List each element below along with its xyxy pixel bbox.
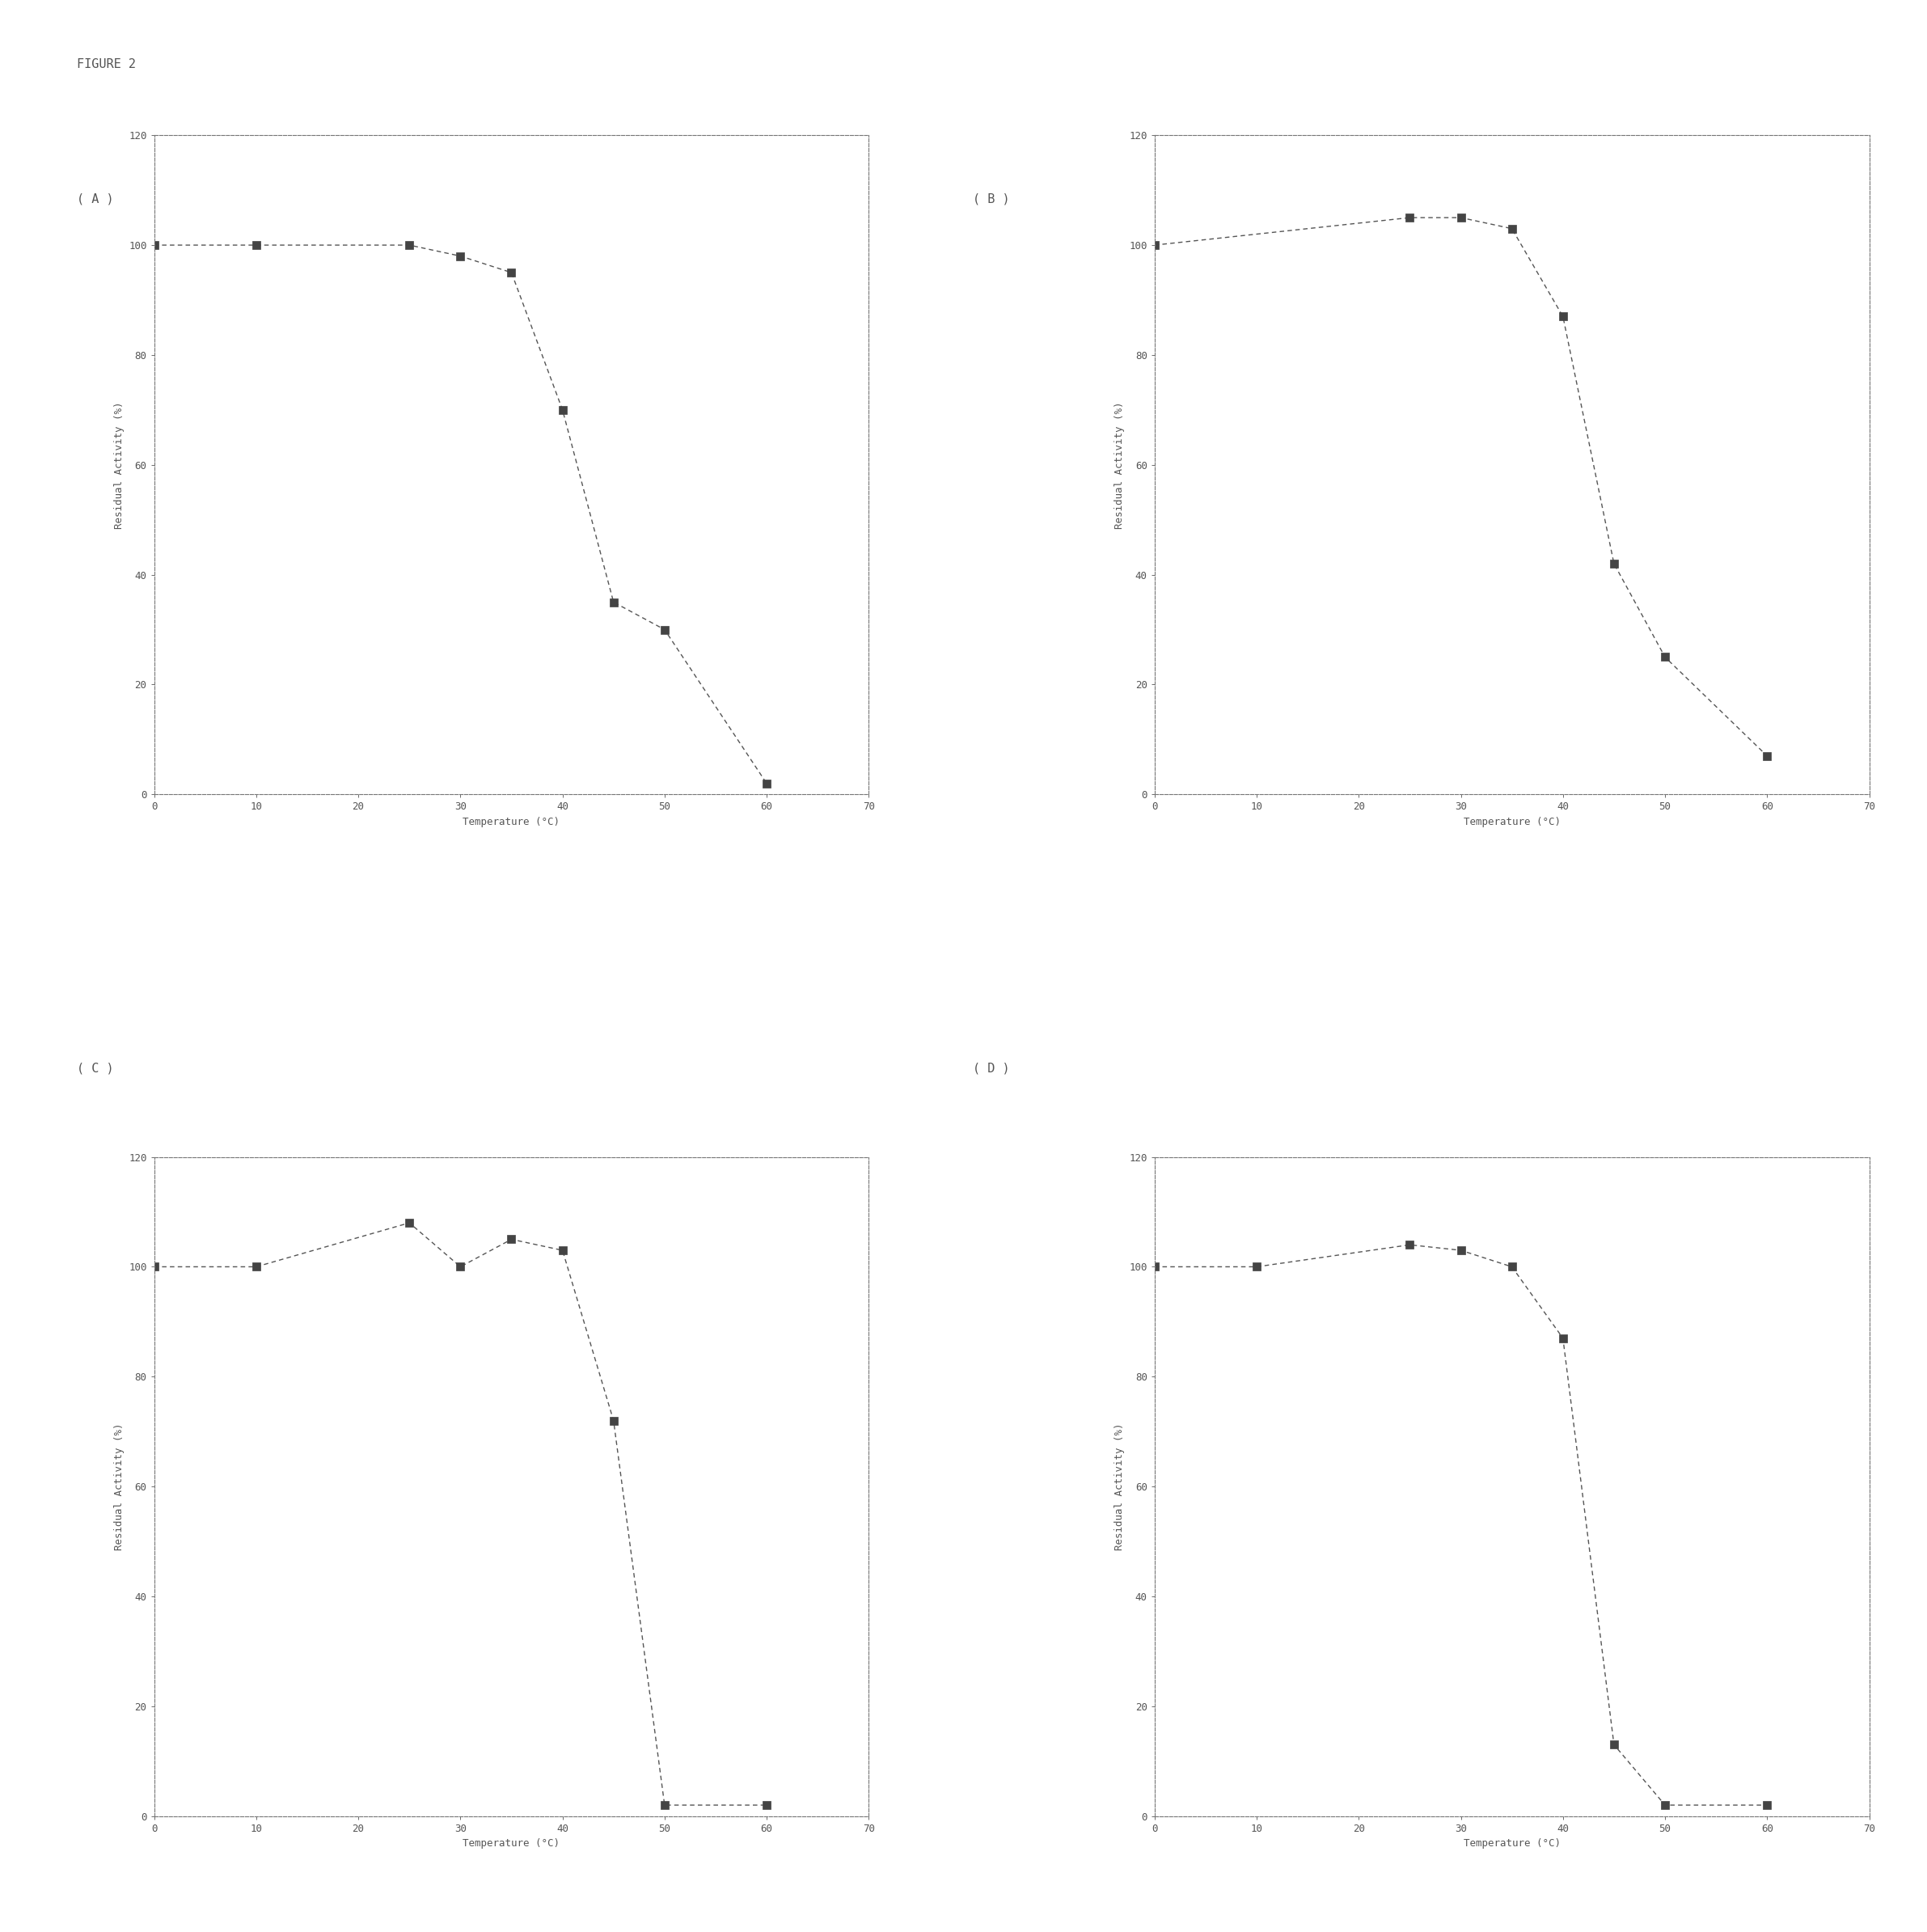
Y-axis label: Residual Activity (%): Residual Activity (%) [1114,1422,1125,1549]
X-axis label: Temperature (°C): Temperature (°C) [462,817,561,827]
X-axis label: Temperature (°C): Temperature (°C) [1463,1839,1561,1849]
X-axis label: Temperature (°C): Temperature (°C) [462,1839,561,1849]
Y-axis label: Residual Activity (%): Residual Activity (%) [114,402,123,529]
X-axis label: Temperature (°C): Temperature (°C) [1463,817,1561,827]
Text: ( D ): ( D ) [973,1063,1010,1074]
Text: ( B ): ( B ) [973,193,1010,205]
Y-axis label: Residual Activity (%): Residual Activity (%) [1114,402,1125,529]
Text: FIGURE 2: FIGURE 2 [77,58,137,70]
Text: ( A ): ( A ) [77,193,114,205]
Text: ( C ): ( C ) [77,1063,114,1074]
Y-axis label: Residual Activity (%): Residual Activity (%) [114,1422,123,1549]
